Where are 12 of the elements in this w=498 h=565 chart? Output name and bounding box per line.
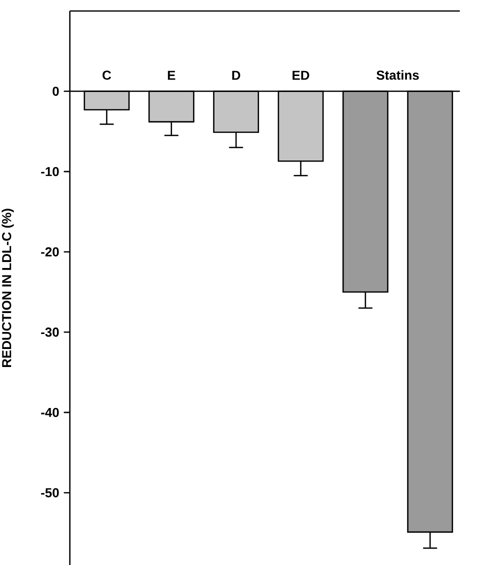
x-tick-label: D bbox=[232, 70, 240, 80]
y-tick-label: 0 bbox=[52, 86, 59, 96]
y-tick-label: -20 bbox=[41, 247, 59, 256]
y-axis-title: REDUCTION IN LDL-C (%) bbox=[2, 208, 14, 367]
x-tick-label: C bbox=[102, 70, 112, 80]
annotation: Statins bbox=[376, 70, 419, 80]
y-tick-label: -50 bbox=[41, 488, 59, 498]
x-tick-label: ED bbox=[292, 70, 310, 80]
y-tick-label: -40 bbox=[41, 408, 59, 418]
x-tick-label: E bbox=[168, 70, 176, 80]
y-tick-label: -10 bbox=[41, 166, 59, 176]
y-tick-label: -30 bbox=[41, 328, 59, 337]
